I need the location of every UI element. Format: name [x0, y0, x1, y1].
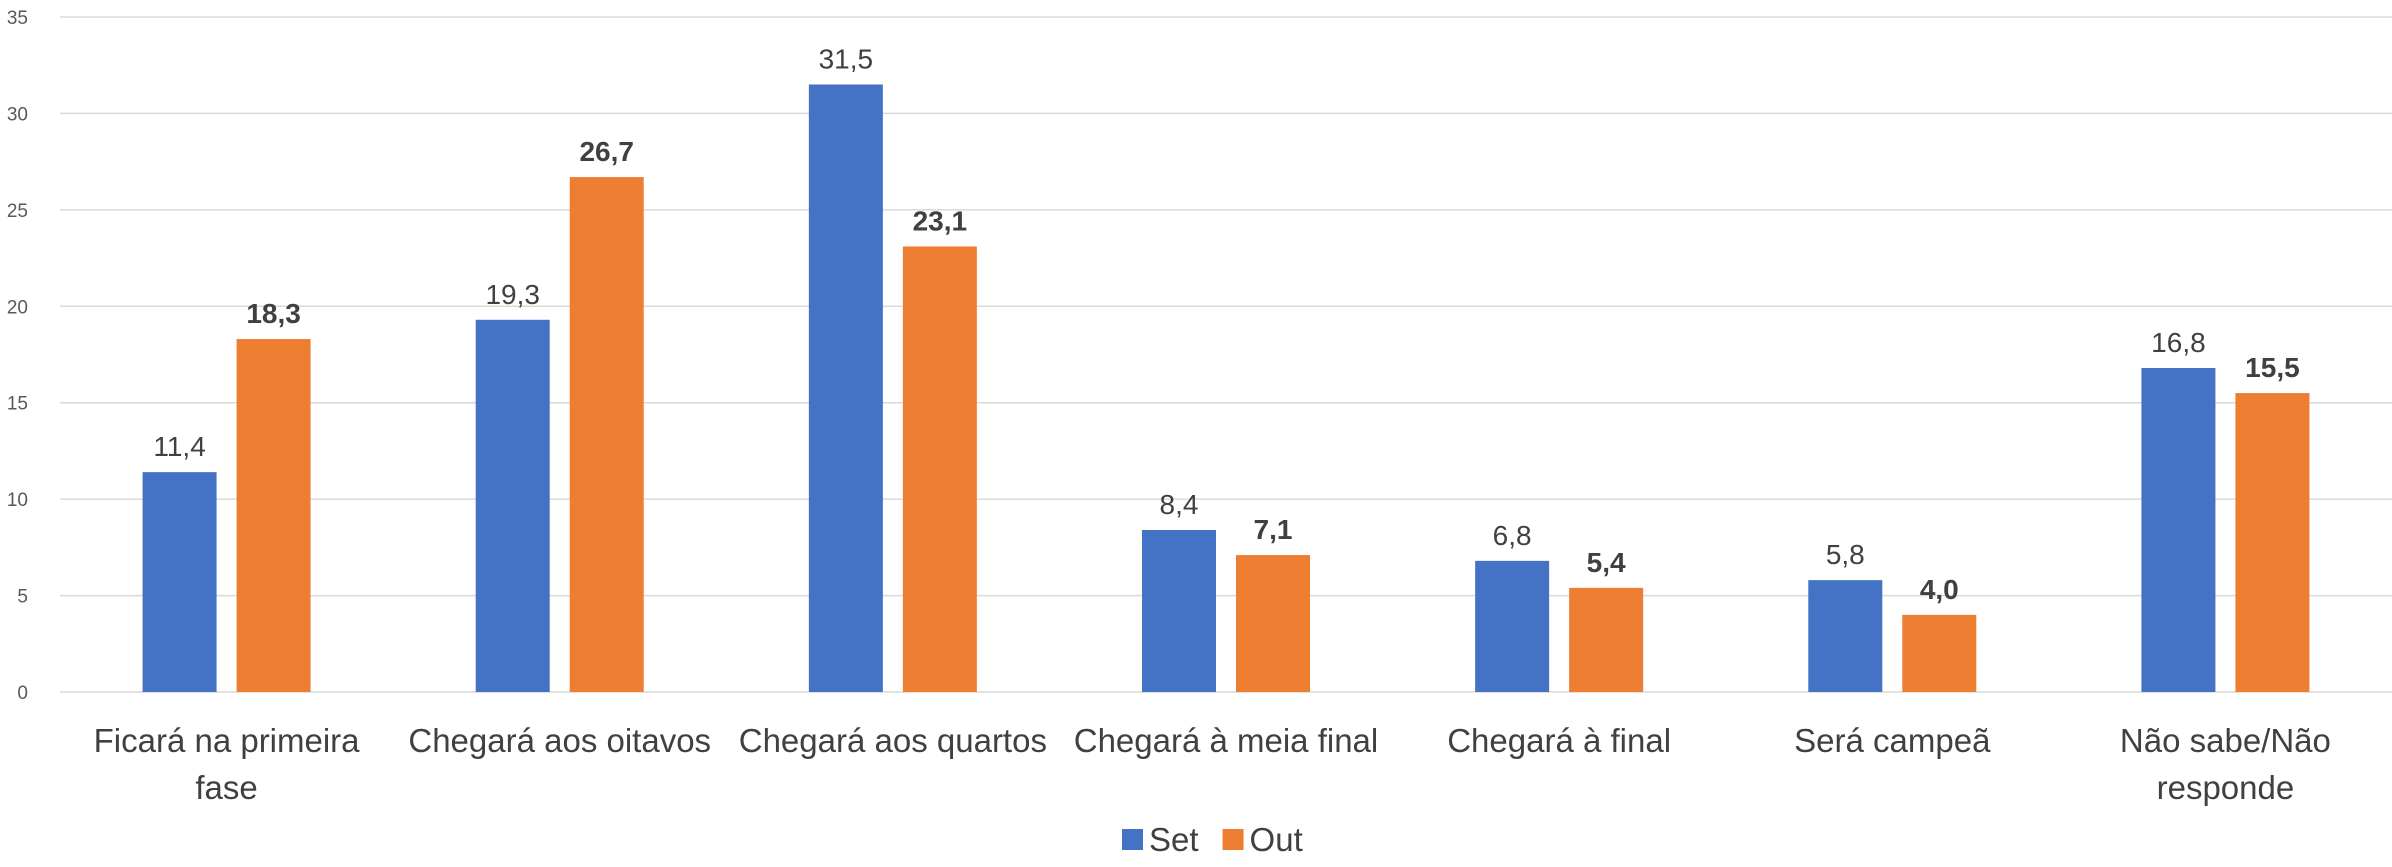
data-label-out-0: 18,3 — [246, 298, 301, 329]
data-label-out-1: 26,7 — [579, 136, 634, 167]
category-label: fase — [195, 769, 257, 806]
category-label: responde — [2157, 769, 2295, 806]
y-tick-label: 25 — [7, 201, 28, 222]
data-label-out-5: 4,0 — [1920, 574, 1959, 605]
y-tick-label: 0 — [17, 683, 28, 704]
legend-swatch-out — [1222, 829, 1244, 850]
category-label: Não sabe/Não — [2120, 722, 2331, 759]
y-tick-label: 30 — [7, 104, 28, 125]
y-axis-ticks: 0 5 10 15 20 25 30 35 — [7, 8, 28, 704]
legend-swatch-set — [1122, 829, 1143, 850]
category-label: Chegará à final — [1447, 722, 1671, 759]
y-tick-label: 20 — [7, 297, 28, 318]
category-label: Será campeã — [1794, 722, 1991, 759]
bar-set-6 — [2141, 368, 2216, 692]
y-tick-label: 5 — [17, 587, 28, 608]
category-label: Chegará à meia final — [1074, 722, 1379, 759]
data-label-set-6: 16,8 — [2151, 327, 2206, 358]
data-label-out-3: 7,1 — [1254, 514, 1293, 545]
bar-set-3 — [1142, 530, 1216, 692]
bars — [142, 84, 2310, 693]
legend: Set Out — [1122, 821, 1303, 858]
bar-set-4 — [1475, 560, 1550, 692]
bar-out-2 — [902, 246, 977, 692]
data-label-set-4: 6,8 — [1493, 520, 1532, 551]
bar-out-5 — [1902, 614, 1977, 692]
data-label-set-2: 31,5 — [819, 44, 874, 75]
data-label-out-2: 23,1 — [913, 206, 968, 237]
data-label-set-3: 8,4 — [1160, 489, 1199, 520]
bar-out-4 — [1569, 587, 1644, 692]
y-tick-label: 10 — [7, 490, 28, 511]
y-tick-label: 15 — [7, 394, 28, 415]
data-label-set-5: 5,8 — [1826, 539, 1865, 570]
data-labels: 11,4 18,3 19,3 26,7 31,5 23,1 8,4 7,1 6,8 5,4 5,8 4… — [153, 44, 2299, 605]
data-label-set-0: 11,4 — [153, 431, 205, 462]
bar-set-1 — [475, 319, 550, 692]
legend-label-out: Out — [1250, 821, 1303, 858]
legend-label-set: Set — [1149, 821, 1199, 858]
bar-out-6 — [2235, 393, 2310, 692]
data-label-out-6: 15,5 — [2245, 352, 2300, 383]
bar-out-1 — [569, 177, 644, 693]
category-label: Chegará aos quartos — [739, 722, 1047, 759]
bar-set-2 — [808, 84, 883, 692]
data-label-out-4: 5,4 — [1587, 547, 1626, 578]
data-label-set-1: 19,3 — [485, 279, 540, 310]
category-label: Chegará aos oitavos — [408, 722, 711, 759]
y-tick-label: 35 — [7, 8, 28, 29]
gridlines — [60, 16, 2392, 693]
category-labels: Ficará na primeira fase Chegará aos oitavo… — [94, 722, 2331, 806]
category-label: Ficará na primeira — [94, 722, 361, 759]
bar-set-5 — [1808, 580, 1883, 692]
bar-set-0 — [142, 472, 217, 692]
bar-out-0 — [236, 339, 311, 692]
bar-out-3 — [1236, 555, 1310, 692]
